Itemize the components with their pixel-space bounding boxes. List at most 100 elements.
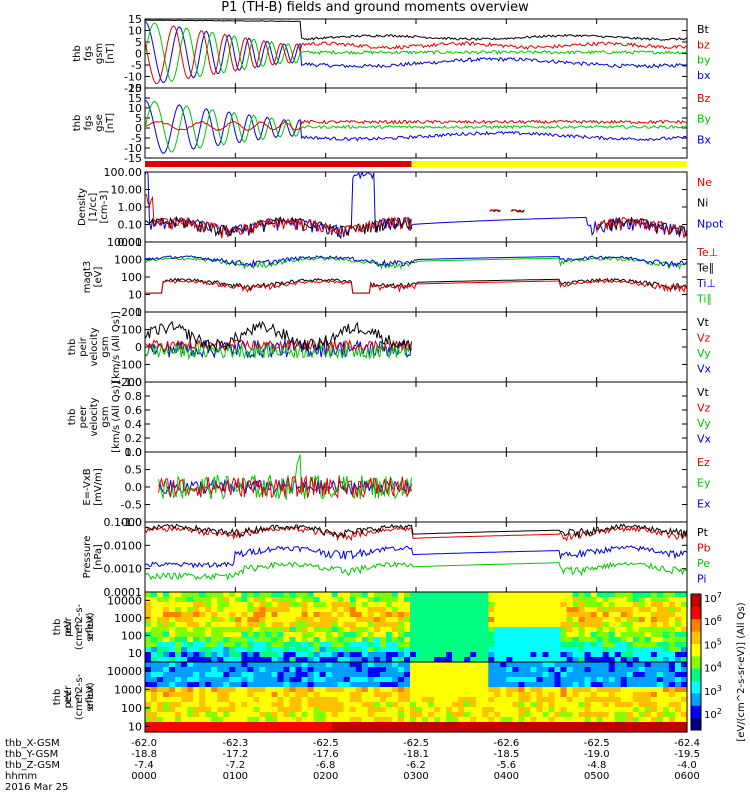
spectrogram-cell	[644, 687, 652, 693]
spectrogram-cell	[476, 647, 483, 653]
spectrogram-cell	[193, 612, 200, 618]
spectrogram-cell	[512, 667, 519, 673]
spectrogram-cell	[349, 672, 357, 678]
spectrogram-cell	[578, 692, 586, 698]
spectrogram-cell	[662, 597, 670, 603]
spectrogram-cell	[235, 727, 242, 733]
spectrogram-cell	[145, 627, 152, 633]
spectrogram-cell	[223, 597, 230, 603]
spectrogram-cell	[235, 592, 242, 598]
spectrogram-cell	[391, 717, 399, 723]
spectrogram-cell	[632, 652, 640, 658]
spectrogram-cell	[446, 647, 453, 653]
spectrogram-cell	[301, 717, 309, 723]
spectrogram-cell	[476, 727, 483, 733]
spectrogram-cell	[367, 657, 375, 663]
spectrogram-cell	[259, 627, 266, 633]
spectrogram-cell	[265, 657, 272, 663]
spectrogram-cell	[681, 727, 688, 733]
spectrogram-cell	[391, 682, 399, 688]
spectrogram-cell	[277, 657, 285, 663]
spectrogram-cell	[602, 657, 610, 663]
spectrogram-cell	[373, 677, 381, 683]
spectrogram-cell	[668, 632, 676, 638]
spectrogram-cell	[205, 597, 212, 603]
spectrogram-cell	[307, 647, 315, 653]
spectrogram-cell	[590, 702, 598, 708]
spectrogram-cell	[241, 707, 248, 713]
y-tick-label: 0.8	[125, 390, 143, 403]
spectrogram-cell	[476, 627, 483, 633]
spectrogram-cell	[440, 652, 447, 658]
spectrogram-cell	[151, 657, 158, 663]
spectrogram-cell	[446, 652, 453, 658]
spectrogram-cell	[205, 682, 212, 688]
spectrogram-cell	[560, 702, 568, 708]
spectrogram-cell	[470, 672, 477, 678]
spectrogram-cell	[277, 607, 285, 613]
spectrogram-cell	[193, 637, 200, 643]
spectrogram-cell	[277, 722, 285, 728]
spectrogram-cell	[343, 707, 351, 713]
spectrogram-cell	[662, 697, 670, 703]
y-tick-label: 0.0001	[104, 586, 143, 599]
spectrogram-cell	[494, 717, 501, 723]
spectrogram-cell	[361, 612, 369, 618]
spectrogram-cell	[638, 627, 646, 633]
spectrogram-cell	[614, 727, 622, 733]
spectrogram-cell	[416, 697, 423, 703]
legend-ex: Ex	[697, 497, 711, 510]
spectrogram-cell	[157, 642, 164, 648]
spectrogram-cell	[584, 662, 592, 668]
spectrogram-cell	[385, 697, 393, 703]
spectrogram-cell	[638, 592, 646, 598]
spectrogram-cell	[464, 607, 471, 613]
spectrogram-cell	[355, 597, 363, 603]
colorbar-segment	[691, 692, 701, 706]
series-line-Npot	[145, 172, 687, 238]
spectrogram-cell	[337, 667, 345, 673]
spectrogram-cell	[488, 657, 495, 663]
spectrogram-cell	[313, 637, 321, 643]
spectrogram-cell	[584, 672, 592, 678]
spectrogram-cell	[319, 597, 327, 603]
y-tick-label: 20	[128, 82, 142, 95]
spectrogram-cell	[404, 672, 411, 678]
spectrogram-cell	[235, 627, 242, 633]
spectrogram-cell	[590, 692, 598, 698]
spectrogram-cell	[385, 712, 393, 718]
spectrogram-cell	[283, 612, 291, 618]
spectrogram-cell	[446, 617, 453, 623]
spectrogram-cell	[500, 617, 507, 623]
spectrogram-cell	[590, 682, 598, 688]
spectrogram-cell	[650, 692, 658, 698]
spectrogram-cell	[343, 687, 351, 693]
spectrogram-cell	[247, 712, 254, 718]
spectrogram-cell	[313, 642, 321, 648]
spectrogram-cell	[379, 627, 387, 633]
spectrogram-cell	[614, 677, 622, 683]
spectrogram-cell	[211, 682, 218, 688]
spectrogram-cell	[187, 647, 194, 653]
spectrogram-cell	[458, 722, 465, 728]
spectrogram-cell	[572, 662, 580, 668]
spectrogram-cell	[205, 687, 212, 693]
spectrogram-cell	[373, 702, 381, 708]
spectrogram-cell	[434, 612, 441, 618]
spectrogram-cell	[428, 702, 435, 708]
spectrogram-cell	[307, 597, 315, 603]
spectrogram-cell	[349, 667, 357, 673]
spectrogram-cell	[428, 682, 435, 688]
spectrogram-cell	[584, 697, 592, 703]
spectrogram-cell	[229, 697, 236, 703]
spectrogram-cell	[440, 597, 447, 603]
spectrogram-cell	[506, 677, 513, 683]
spectrogram-cell	[656, 727, 664, 733]
spectrogram-cell	[205, 692, 212, 698]
spectrogram-cell	[416, 642, 423, 648]
spectrogram-cell	[307, 707, 315, 713]
spectrogram-cell	[488, 597, 495, 603]
spectrogram-cell	[259, 607, 266, 613]
spectrogram-cell	[554, 702, 562, 708]
spectrogram-cell	[488, 642, 495, 648]
